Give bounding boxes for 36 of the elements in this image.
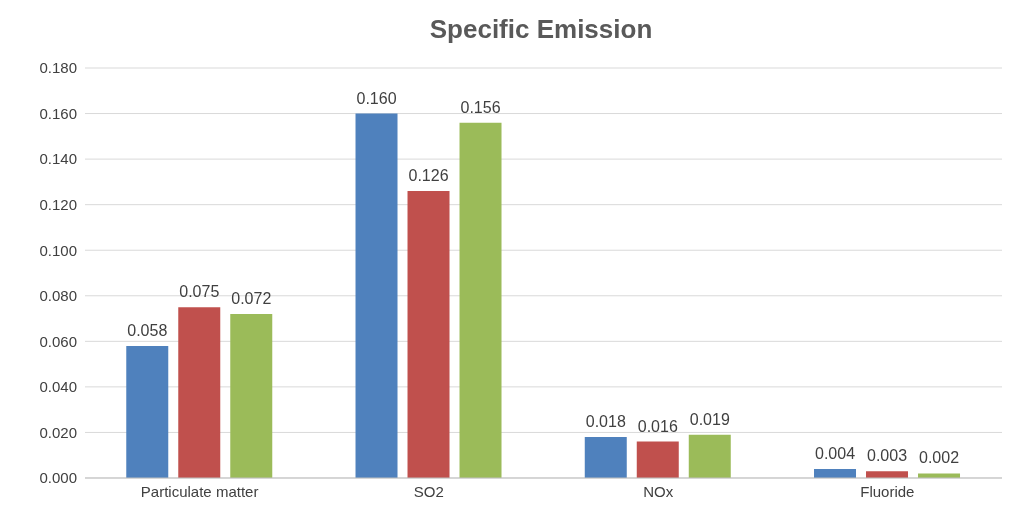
data-label: 0.016 <box>637 417 678 435</box>
bar <box>230 314 273 478</box>
data-label: 0.018 <box>585 413 626 430</box>
y-tick-label: 0.120 <box>39 195 77 213</box>
y-tick-label: 0.060 <box>39 332 77 350</box>
bar <box>355 113 398 478</box>
bar <box>584 437 627 478</box>
y-tick-label: 0.140 <box>39 150 77 168</box>
y-tick-label: 0.000 <box>39 469 77 487</box>
data-label: 0.072 <box>231 290 272 307</box>
data-label: 0.156 <box>460 98 501 116</box>
y-tick-label: 0.100 <box>39 241 77 259</box>
x-tick-label: NOx <box>643 482 674 500</box>
x-tick-label: Fluoride <box>860 482 915 500</box>
chart-title: Specific Emission <box>428 13 654 46</box>
bar <box>459 122 502 478</box>
data-label: 0.075 <box>179 283 220 301</box>
y-tick-label: 0.180 <box>39 59 77 77</box>
y-tick-label: 0.160 <box>39 104 77 122</box>
data-label: 0.003 <box>866 447 908 465</box>
data-label: 0.126 <box>408 167 449 184</box>
y-tick-label: 0.040 <box>39 378 77 396</box>
y-tick-label: 0.080 <box>39 287 77 305</box>
bar <box>407 191 450 478</box>
data-label: 0.019 <box>689 410 730 428</box>
x-tick-label: Particulate matter <box>140 482 259 500</box>
x-tick-label: SO2 <box>413 482 444 500</box>
data-label: 0.160 <box>356 89 397 107</box>
y-tick-label: 0.020 <box>39 423 77 441</box>
data-label: 0.058 <box>127 321 168 339</box>
bar <box>126 345 169 478</box>
data-label: 0.002 <box>918 449 960 467</box>
bar <box>688 434 731 478</box>
data-label: 0.004 <box>814 444 856 462</box>
bar <box>178 307 221 478</box>
bar <box>636 441 679 478</box>
